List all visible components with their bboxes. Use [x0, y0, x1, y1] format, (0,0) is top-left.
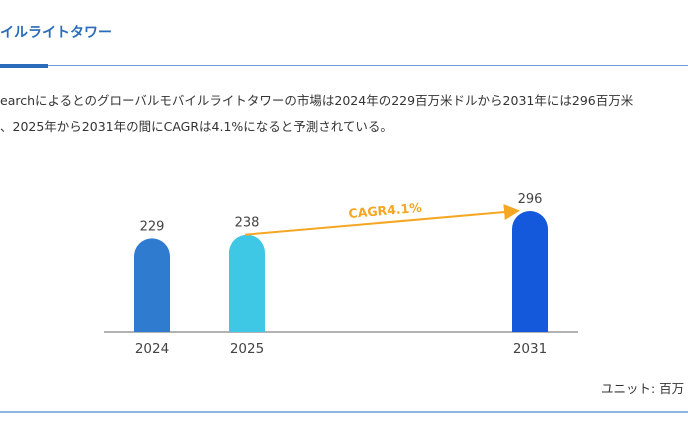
category-label: 2024: [135, 341, 169, 357]
section-title: イルライトタワー: [0, 25, 112, 41]
bar-2025: [229, 234, 265, 332]
tab-divider: [0, 65, 688, 66]
cagr-arrow: [244, 204, 520, 236]
value-label: 238: [235, 216, 260, 231]
description-line-1: earchによるとのグローバルモバイルライトタワーの市場は2024年の229百万…: [0, 93, 634, 108]
category-label: 2025: [230, 341, 264, 357]
cagr-label: CAGR4.1%: [348, 200, 423, 221]
value-label: 229: [140, 219, 165, 234]
description-line-2: 、2025年から2031年の間にCAGRは4.1%になると予測されている。: [0, 119, 393, 134]
bar-2024: [134, 238, 170, 332]
active-tab-indicator: [0, 64, 48, 68]
value-label: 296: [518, 192, 543, 207]
unit-label: ユニット: 百万: [601, 381, 685, 396]
category-label: 2031: [513, 341, 547, 357]
bar-2031: [512, 211, 548, 332]
bottom-divider: [0, 411, 688, 413]
